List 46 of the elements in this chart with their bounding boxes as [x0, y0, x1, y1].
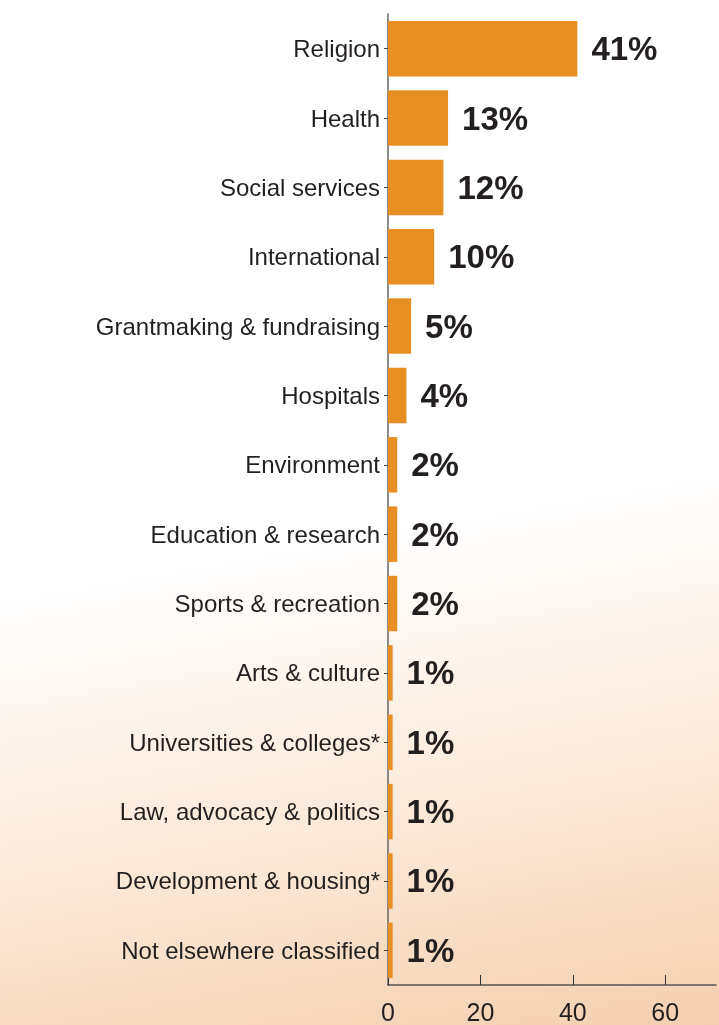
- data-label: 12%: [457, 168, 524, 206]
- data-label: 1%: [406, 793, 455, 831]
- bar: [388, 853, 393, 909]
- y-tick-label: Education & research: [150, 520, 380, 548]
- bar: [388, 298, 412, 354]
- data-label: 1%: [406, 723, 455, 761]
- bar: [388, 367, 407, 424]
- x-tick-label: 0: [381, 997, 395, 1025]
- bar: [388, 506, 398, 562]
- bar: [388, 159, 444, 216]
- data-label: 1%: [406, 654, 455, 692]
- y-tick-label: Not elsewhere classified: [121, 936, 380, 964]
- bar: [388, 575, 398, 632]
- bar: [388, 90, 449, 146]
- y-tick-label: Social services: [219, 173, 380, 201]
- bar: [388, 714, 393, 770]
- y-tick-label: Universities & colleges*: [129, 728, 380, 756]
- y-tick-label: Grantmaking & fundraising: [95, 312, 380, 340]
- x-tick-label: 40: [558, 997, 587, 1025]
- y-tick-label: Law, advocacy & politics: [119, 798, 380, 826]
- data-label: 13%: [462, 99, 529, 137]
- data-label: 2%: [411, 446, 459, 484]
- data-label: 4%: [420, 376, 469, 414]
- y-tick-label: Health: [310, 104, 380, 132]
- bar: [388, 229, 435, 285]
- x-tick-label: 20: [466, 997, 495, 1025]
- y-tick-label: Development & housing*: [115, 867, 380, 895]
- data-label: 2%: [411, 585, 459, 623]
- data-label: 5%: [425, 307, 473, 345]
- x-tick-label: 60: [651, 997, 680, 1025]
- bar: [388, 783, 393, 840]
- data-label: 2%: [411, 515, 459, 553]
- y-tick-label: Sports & recreation: [174, 590, 380, 618]
- data-label: 1%: [406, 862, 455, 900]
- y-tick-label: International: [247, 243, 380, 271]
- y-tick-label: Environment: [245, 451, 381, 479]
- data-label: 41%: [591, 30, 658, 68]
- data-label: 1%: [406, 931, 455, 969]
- y-tick-label: Religion: [293, 35, 380, 63]
- bar: [388, 645, 393, 701]
- y-tick-label: Arts & culture: [235, 659, 380, 687]
- bar: [388, 437, 398, 493]
- data-label: 10%: [448, 238, 515, 276]
- bar: [388, 20, 578, 77]
- bar: [388, 922, 393, 979]
- y-tick-label: Hospitals: [281, 381, 380, 409]
